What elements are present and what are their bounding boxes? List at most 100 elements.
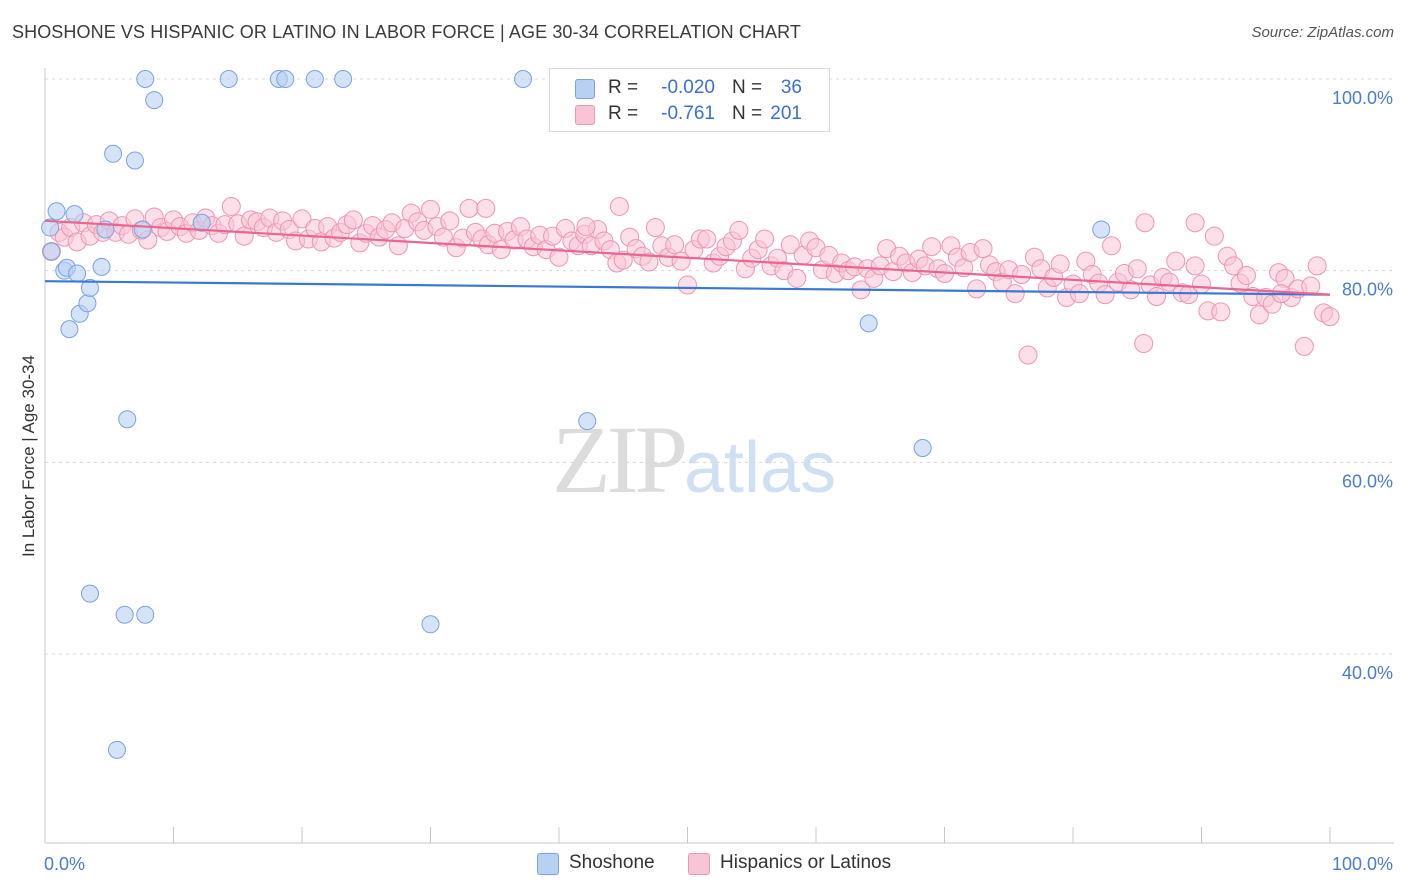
hispanic-point <box>729 220 749 240</box>
hispanic-point <box>1102 236 1122 256</box>
n-value: 36 <box>780 77 802 98</box>
correlation-legend: R = -0.020 N = 36 R = -0.761 N = 201 <box>549 68 830 132</box>
shoshone-point <box>92 257 111 276</box>
hispanic-point <box>697 229 717 249</box>
hispanic-point <box>1147 287 1167 307</box>
hispanic-swatch <box>575 105 595 125</box>
r-label: R = <box>608 103 639 124</box>
shoshone-point <box>125 151 144 170</box>
hispanic-point <box>1121 280 1141 300</box>
shoshone-point <box>145 91 164 110</box>
hispanic-point <box>1134 334 1154 353</box>
hispanic-point <box>1166 251 1186 271</box>
shoshone-point <box>859 314 878 333</box>
shoshone-point <box>578 412 597 431</box>
shoshone-point <box>78 294 97 313</box>
r-label: R = <box>608 77 639 98</box>
hispanic-point <box>343 210 363 230</box>
shoshone-point <box>305 70 324 88</box>
hispanic-point <box>787 268 807 288</box>
shoshone-legend-swatch <box>537 853 559 875</box>
hispanic-point <box>491 240 511 260</box>
hispanic-point <box>221 196 241 216</box>
source-credit[interactable]: Source: ZipAtlas.com <box>1251 24 1394 41</box>
hispanic-point <box>292 209 312 229</box>
shoshone-point <box>1092 220 1111 239</box>
hispanic-point <box>755 229 775 249</box>
hispanic-point <box>1127 259 1147 279</box>
shoshone-point <box>334 70 353 88</box>
trend-lines <box>44 219 1331 296</box>
hispanic-legend-swatch <box>688 853 710 875</box>
hispanic-point <box>1204 226 1224 246</box>
hispanic-point <box>1095 285 1115 305</box>
shoshone-point <box>136 70 155 88</box>
grid-lines <box>45 78 1394 655</box>
shoshone-points <box>41 70 1111 759</box>
axis-labels: 40.0% 60.0% 80.0% 100.0% 0.0% 100.0% In Labor … <box>19 88 1393 874</box>
hispanic-point <box>613 250 633 270</box>
hispanic-point <box>388 236 408 256</box>
shoshone-point <box>192 213 211 232</box>
shoshone-swatch <box>575 79 595 99</box>
hispanic-point <box>1211 302 1231 322</box>
hispanic-point <box>1050 254 1070 274</box>
hispanic-point <box>433 227 453 247</box>
hispanic-point <box>645 218 665 238</box>
hispanic-point <box>1018 345 1038 365</box>
hispanic-point <box>1005 284 1025 304</box>
hispanic-point <box>1294 336 1314 356</box>
hispanic-point <box>440 211 460 231</box>
legend-row-shoshone: R = -0.020 N = 36 <box>550 75 829 101</box>
shoshone-point <box>65 205 84 224</box>
shoshone-point <box>80 584 99 603</box>
watermark-atlas: atlas <box>684 428 837 508</box>
watermark-zip: ZIP <box>552 406 688 513</box>
shoshone-point <box>913 438 932 457</box>
hispanic-point <box>678 275 697 295</box>
hispanic-point <box>1249 305 1269 325</box>
shoshone-point <box>42 242 61 261</box>
hispanic-point <box>922 237 942 257</box>
r-value: -0.020 <box>661 77 715 98</box>
shoshone-point <box>41 218 60 237</box>
n-label: N = <box>732 103 763 124</box>
hispanic-point <box>1185 256 1205 276</box>
shoshone-point <box>421 615 440 634</box>
r-value: -0.761 <box>661 103 715 124</box>
hispanic-point <box>973 239 993 259</box>
hispanic-point <box>576 217 596 237</box>
shoshone-point <box>118 410 137 429</box>
axes <box>44 68 1394 844</box>
shoshone-point <box>133 220 152 239</box>
hispanic-point <box>459 198 479 218</box>
shoshone-trend-line <box>44 280 1331 296</box>
hispanic-point <box>1192 274 1211 294</box>
n-label: N = <box>732 77 763 98</box>
hispanic-point <box>1185 213 1205 233</box>
hispanic-point <box>1135 213 1155 233</box>
series-legend: Shoshone Hispanics or Latinos <box>0 852 1406 878</box>
shoshone-point <box>276 70 295 88</box>
x-tick-label: 0.0% <box>44 854 85 874</box>
hispanic-legend-label: Hispanics or Latinos <box>720 852 892 873</box>
hispanic-point <box>1320 307 1340 327</box>
shoshone-point <box>219 70 238 88</box>
hispanic-point <box>1236 265 1256 285</box>
shoshone-point <box>68 264 87 283</box>
hispanic-point <box>421 199 440 219</box>
hispanic-points <box>41 196 1340 365</box>
hispanic-point <box>1307 256 1327 276</box>
shoshone-point <box>104 144 123 163</box>
y-tick-label: 60.0% <box>1342 471 1393 491</box>
chart-title: SHOSHONE VS HISPANIC OR LATINO IN LABOR … <box>12 22 802 42</box>
shoshone-point <box>107 740 126 759</box>
hispanic-point <box>665 235 685 255</box>
hispanic-point <box>609 196 629 216</box>
watermark: ZIPatlas <box>552 404 836 515</box>
y-axis-title: In Labor Force | Age 30-34 <box>19 355 38 557</box>
n-value: 201 <box>770 103 802 124</box>
y-tick-label: 80.0% <box>1342 280 1393 300</box>
shoshone-point <box>60 320 79 339</box>
